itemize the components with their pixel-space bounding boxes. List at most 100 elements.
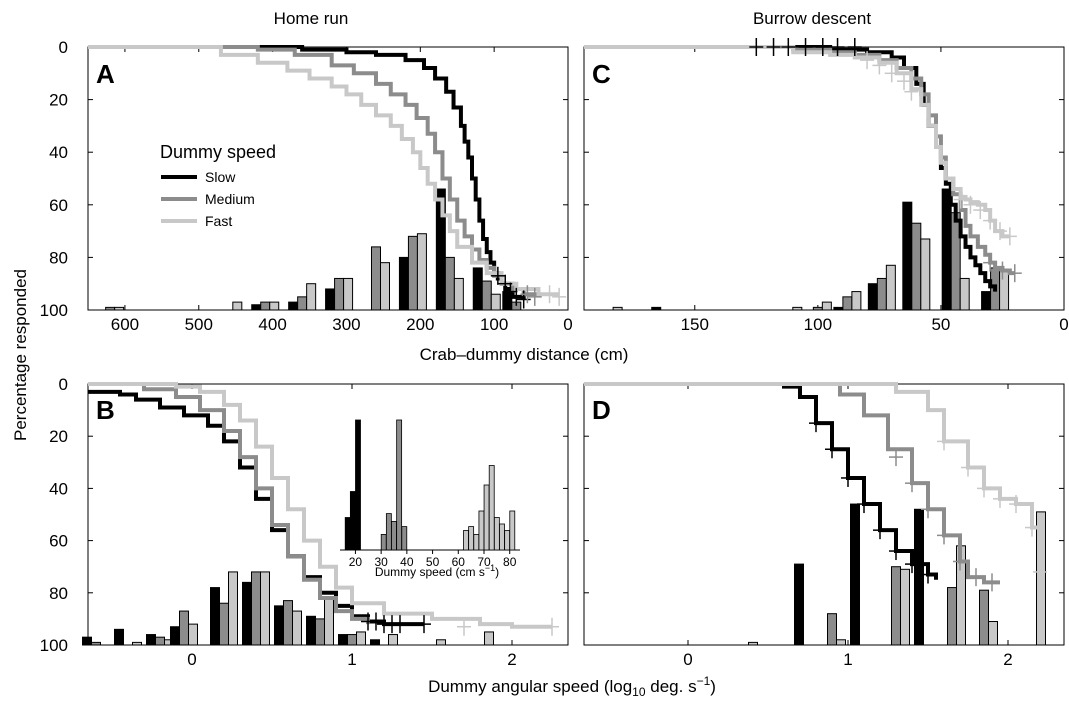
bar-fast — [490, 293, 501, 311]
bar-medium — [371, 246, 381, 311]
bar-fast — [260, 571, 270, 646]
bar-slow — [274, 605, 284, 646]
inset-bar-fast — [493, 517, 500, 551]
inset-bar-medium — [380, 534, 387, 551]
y-tick-label: 100 — [40, 636, 68, 655]
bar-fast — [959, 277, 970, 311]
panel-c: 150 100 50 0 — [583, 38, 1069, 334]
bar-slow — [902, 201, 913, 311]
bar-fast — [306, 283, 317, 311]
inset-x-tick-label: 70 — [477, 555, 491, 569]
y-tick-label: 100 — [40, 301, 68, 320]
col-title-home-run: Home run — [274, 9, 349, 28]
bar-slow — [981, 291, 992, 311]
x-tick-label: 2 — [507, 650, 516, 669]
inset-x-tick-label: 60 — [452, 555, 466, 569]
bar-fast — [416, 233, 427, 311]
bar-fast — [436, 639, 446, 646]
panel-letter-a: A — [96, 59, 115, 89]
series-line-fast — [88, 382, 552, 629]
bar-slow — [370, 639, 380, 646]
bar-medium — [260, 301, 271, 311]
bar-slow — [398, 256, 409, 311]
xlabel-part: Dummy angular speed (log — [428, 677, 632, 696]
bar-slow — [210, 587, 220, 646]
inset-x-tick-label: 40 — [400, 555, 414, 569]
bar-fast — [356, 631, 366, 646]
bar-medium — [911, 222, 922, 311]
bar-fast — [900, 568, 910, 646]
bar-medium — [297, 296, 308, 311]
inset-xlabel-part: ) — [495, 565, 499, 579]
col-title-burrow-descent: Burrow descent — [753, 9, 871, 28]
bar-slow — [914, 508, 924, 646]
xlabel-subscript: 10 — [632, 685, 646, 699]
bar-medium — [827, 613, 837, 646]
bar-medium — [283, 600, 293, 646]
bar-slow — [435, 188, 446, 311]
y-axis-label: Percentage responded — [11, 269, 30, 441]
x-tick-label: 600 — [111, 315, 139, 334]
bar-medium — [842, 296, 853, 311]
bar-medium — [179, 610, 189, 646]
bar-fast — [188, 623, 198, 646]
x-tick-label: 0 — [1059, 315, 1068, 334]
bar-medium — [219, 602, 229, 646]
x-tick-label: 50 — [931, 315, 950, 334]
series-line-slow — [88, 45, 526, 300]
bar-fast — [453, 277, 464, 311]
bar-medium — [334, 277, 345, 311]
bar-slow — [941, 188, 952, 311]
bar-medium — [481, 280, 492, 311]
bar-slow — [850, 503, 860, 646]
series-line-fast — [584, 382, 1042, 572]
panel-a: 0 20 40 60 80 100 600 500 400 300 200 100 0 — [40, 38, 573, 334]
bar-fast — [999, 270, 1010, 311]
bar-fast — [836, 639, 846, 646]
bar-fast — [988, 621, 998, 646]
bar-slow — [114, 628, 124, 646]
inset-bar-fast — [473, 534, 480, 551]
x-tick-label: 1 — [843, 650, 852, 669]
bar-medium — [891, 566, 901, 646]
bar-fast — [484, 631, 494, 646]
y-tick-label: 60 — [49, 532, 68, 551]
x-tick-label: 0 — [563, 315, 572, 334]
bar-slow — [251, 304, 262, 311]
bar-fast — [228, 571, 238, 646]
bar-medium — [444, 256, 455, 311]
bar-medium — [812, 306, 823, 311]
bar-slow — [306, 615, 316, 646]
legend-title: Dummy speed — [160, 142, 276, 162]
bar-fast — [885, 264, 896, 311]
bar-slow — [170, 626, 180, 646]
bar-slow — [472, 267, 483, 311]
x-tick-label: 0 — [187, 650, 196, 669]
y-tick-label: 40 — [49, 143, 68, 162]
bar-fast — [343, 277, 354, 311]
bar-medium — [876, 277, 887, 311]
bar-fast — [792, 306, 803, 311]
xlabel-part: deg. s — [646, 677, 697, 696]
bar-fast — [821, 301, 832, 311]
inset-bar-medium — [391, 521, 397, 551]
x-tick-label: 150 — [681, 315, 709, 334]
bar-fast — [114, 306, 125, 311]
inset-x-tick-label: 20 — [349, 555, 363, 569]
bar-fast — [612, 306, 623, 311]
bar-slow — [82, 636, 92, 646]
inset-bar-fast — [463, 530, 469, 551]
inset-x-tick-label: 30 — [374, 555, 388, 569]
y-tick-label: 0 — [59, 375, 68, 394]
panel-d: 0 1 2 — [583, 382, 1065, 669]
series-line-medium — [584, 382, 1000, 585]
y-tick-label: 20 — [49, 91, 68, 110]
inset-bar-fast — [504, 530, 511, 551]
bar-fast — [748, 641, 758, 646]
x-tick-label: 200 — [406, 315, 434, 334]
y-tick-label: 20 — [49, 427, 68, 446]
y-tick-label: 80 — [49, 248, 68, 267]
bar-slow — [242, 581, 252, 646]
panel-letter-c: C — [592, 59, 611, 89]
bar-fast — [232, 301, 243, 311]
